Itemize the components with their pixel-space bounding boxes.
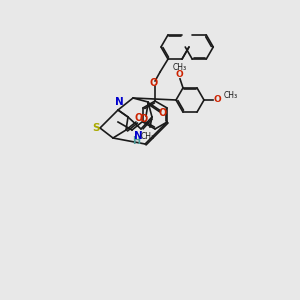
Text: S: S — [92, 123, 100, 133]
Text: O: O — [213, 94, 221, 103]
Text: CH₃: CH₃ — [224, 92, 238, 100]
Text: O: O — [135, 113, 143, 123]
Text: N: N — [115, 97, 123, 107]
Text: O: O — [150, 78, 158, 88]
Text: CH₃: CH₃ — [141, 132, 155, 141]
Text: N: N — [134, 131, 142, 141]
Text: O: O — [175, 70, 183, 80]
Text: H: H — [132, 136, 140, 146]
Text: CH₃: CH₃ — [173, 63, 187, 72]
Text: O: O — [159, 108, 167, 118]
Text: O: O — [140, 114, 148, 124]
